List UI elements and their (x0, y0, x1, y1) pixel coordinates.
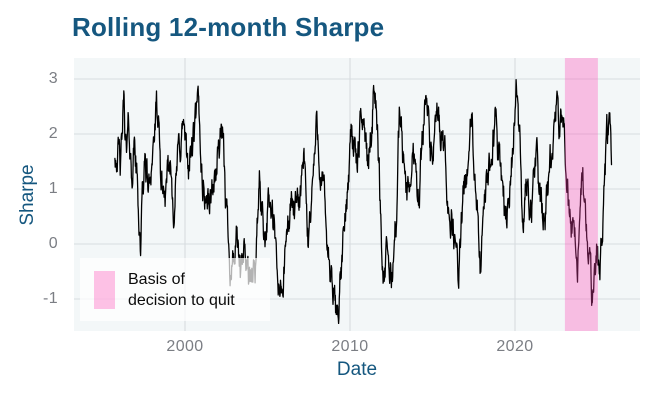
legend-key-swatch (94, 270, 115, 309)
y-tick-label: 2 (48, 125, 58, 142)
y-axis-title: Sharpe (17, 164, 38, 226)
y-tick-label: -1 (42, 289, 58, 307)
plot-area (74, 58, 640, 331)
x-tick-label: 2000 (166, 338, 204, 355)
decision-highlight-band (564, 58, 598, 331)
legend-label: Basis of decision to quit (128, 269, 235, 311)
legend: Basis of decision to quit (80, 258, 270, 321)
x-tick-label: 2010 (331, 338, 369, 355)
y-tick-label: 1 (48, 180, 58, 197)
legend-label-line2: decision to quit (128, 291, 235, 309)
y-tick-label: 3 (48, 70, 58, 87)
chart-title: Rolling 12-month Sharpe (72, 12, 385, 42)
sharpe-line-series (114, 79, 613, 325)
x-tick-label: 2020 (496, 338, 534, 355)
legend-label-line1: Basis of (128, 270, 185, 288)
y-tick-label: 0 (48, 234, 58, 252)
x-axis-title: Date (336, 359, 378, 380)
